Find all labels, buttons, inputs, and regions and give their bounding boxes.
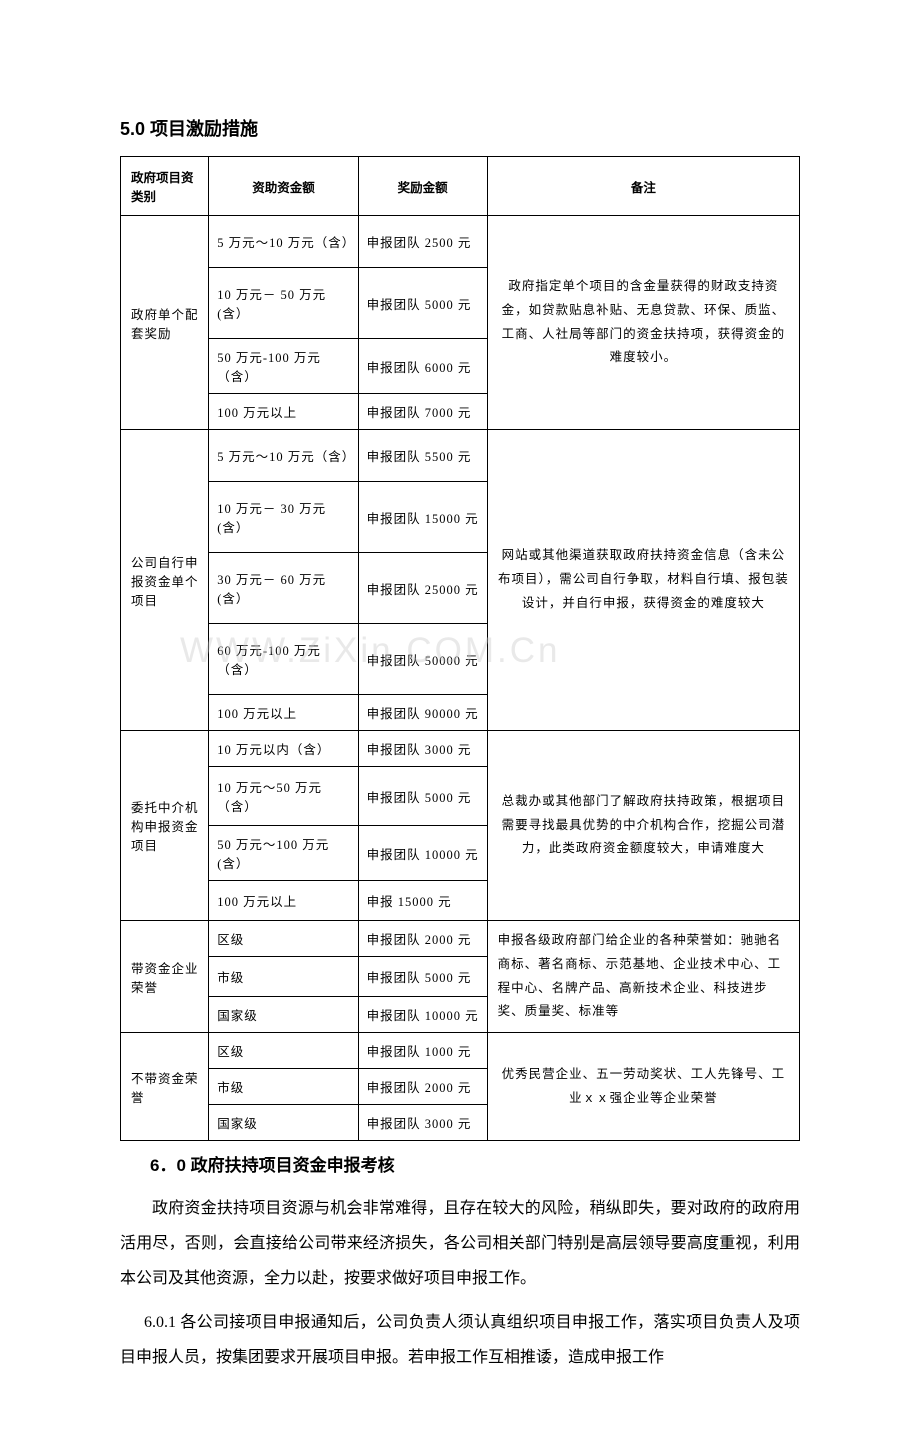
amount-cell: 5 万元～10 万元（含） <box>209 430 358 482</box>
amount-cell: 60 万元-100 万元（含） <box>209 624 358 695</box>
reward-cell: 申报团队 5500 元 <box>358 430 487 482</box>
reward-cell: 申报团队 5000 元 <box>358 767 487 826</box>
amount-cell: 100 万元以上 <box>209 695 358 731</box>
table-wrapper: WWW.ZiXin.COM.Cn 政府项目资类别 资助资金额 奖励金额 备注 政… <box>120 156 800 1141</box>
reward-cell: 申报团队 10000 元 <box>358 997 487 1033</box>
reward-cell: 申报团队 2500 元 <box>358 216 487 268</box>
amount-cell: 国家级 <box>209 1105 358 1141</box>
page-content: 5.0 项目激励措施 WWW.ZiXin.COM.Cn 政府项目资类别 资助资金… <box>120 115 800 1375</box>
body-paragraph: 政府资金扶持项目资源与机会非常难得，且存在较大的风险，稍纵即失，要对政府的政府用… <box>120 1191 800 1297</box>
table-row: 不带资金荣誉 区级 申报团队 1000 元 优秀民营企业、五一劳动奖状、工人先锋… <box>121 1033 800 1069</box>
table-row: 委托中介机构申报资金项目 10 万元以内（含） 申报团队 3000 元 总裁办或… <box>121 731 800 767</box>
note-cell: 网站或其他渠道获取政府扶持资金信息（含未公布项目），需公司自行争取，材料自行填、… <box>487 430 799 731</box>
amount-cell: 10 万元以内（含） <box>209 731 358 767</box>
reward-cell: 申报团队 5000 元 <box>358 268 487 339</box>
category-cell: 公司自行申报资金单个项目 <box>121 430 209 731</box>
amount-cell: 50 万元-100 万元（含） <box>209 339 358 394</box>
amount-cell: 区级 <box>209 1033 358 1069</box>
amount-cell: 100 万元以上 <box>209 881 358 921</box>
header-amount: 资助资金额 <box>209 157 358 216</box>
amount-cell: 市级 <box>209 1069 358 1105</box>
reward-cell: 申报团队 2000 元 <box>358 921 487 957</box>
note-cell: 优秀民营企业、五一劳动奖状、工人先锋号、工业ｘｘ强企业等企业荣誉 <box>487 1033 799 1141</box>
reward-cell: 申报团队 3000 元 <box>358 731 487 767</box>
reward-cell: 申报 15000 元 <box>358 881 487 921</box>
amount-cell: 5 万元～10 万元（含） <box>209 216 358 268</box>
reward-cell: 申报团队 2000 元 <box>358 1069 487 1105</box>
amount-cell: 国家级 <box>209 997 358 1033</box>
reward-cell: 申报团队 50000 元 <box>358 624 487 695</box>
reward-cell: 申报团队 7000 元 <box>358 394 487 430</box>
note-cell: 政府指定单个项目的含金量获得的财政支持资金，如贷款贴息补贴、无息贷款、环保、质监… <box>487 216 799 430</box>
amount-cell: 10 万元－ 30 万元(含） <box>209 482 358 553</box>
reward-cell: 申报团队 90000 元 <box>358 695 487 731</box>
amount-cell: 30 万元－ 60 万元(含） <box>209 553 358 624</box>
category-cell: 委托中介机构申报资金项目 <box>121 731 209 921</box>
amount-cell: 10 万元－ 50 万元(含） <box>209 268 358 339</box>
body-paragraph: 6.0.1 各公司接项目申报通知后，公司负责人须认真组织项目申报工作，落实项目负… <box>120 1305 800 1375</box>
reward-cell: 申报团队 5000 元 <box>358 957 487 997</box>
amount-cell: 50 万元～100 万元(含） <box>209 826 358 881</box>
amount-cell: 市级 <box>209 957 358 997</box>
section5-title: 5.0 项目激励措施 <box>120 115 800 141</box>
amount-cell: 100 万元以上 <box>209 394 358 430</box>
amount-cell: 10 万元～50 万元（含） <box>209 767 358 826</box>
table-header-row: 政府项目资类别 资助资金额 奖励金额 备注 <box>121 157 800 216</box>
reward-cell: 申报团队 6000 元 <box>358 339 487 394</box>
reward-cell: 申报团队 15000 元 <box>358 482 487 553</box>
table-row: 公司自行申报资金单个项目 5 万元～10 万元（含） 申报团队 5500 元 网… <box>121 430 800 482</box>
amount-cell: 区级 <box>209 921 358 957</box>
header-note: 备注 <box>487 157 799 216</box>
reward-cell: 申报团队 3000 元 <box>358 1105 487 1141</box>
category-cell: 带资金企业荣誉 <box>121 921 209 1033</box>
header-category: 政府项目资类别 <box>121 157 209 216</box>
incentive-table: 政府项目资类别 资助资金额 奖励金额 备注 政府单个配套奖励 5 万元～10 万… <box>120 156 800 1141</box>
table-row: 带资金企业荣誉 区级 申报团队 2000 元 申报各级政府部门给企业的各种荣誉如… <box>121 921 800 957</box>
header-reward: 奖励金额 <box>358 157 487 216</box>
note-cell: 申报各级政府部门给企业的各种荣誉如：驰驰名商标、著名商标、示范基地、企业技术中心… <box>487 921 799 1033</box>
note-cell: 总裁办或其他部门了解政府扶持政策，根据项目需要寻找最具优势的中介机构合作，挖掘公… <box>487 731 799 921</box>
category-cell: 政府单个配套奖励 <box>121 216 209 430</box>
reward-cell: 申报团队 25000 元 <box>358 553 487 624</box>
section6-title: 6．0 政府扶持项目资金申报考核 <box>150 1151 800 1176</box>
reward-cell: 申报团队 1000 元 <box>358 1033 487 1069</box>
category-cell: 不带资金荣誉 <box>121 1033 209 1141</box>
table-row: 政府单个配套奖励 5 万元～10 万元（含） 申报团队 2500 元 政府指定单… <box>121 216 800 268</box>
reward-cell: 申报团队 10000 元 <box>358 826 487 881</box>
